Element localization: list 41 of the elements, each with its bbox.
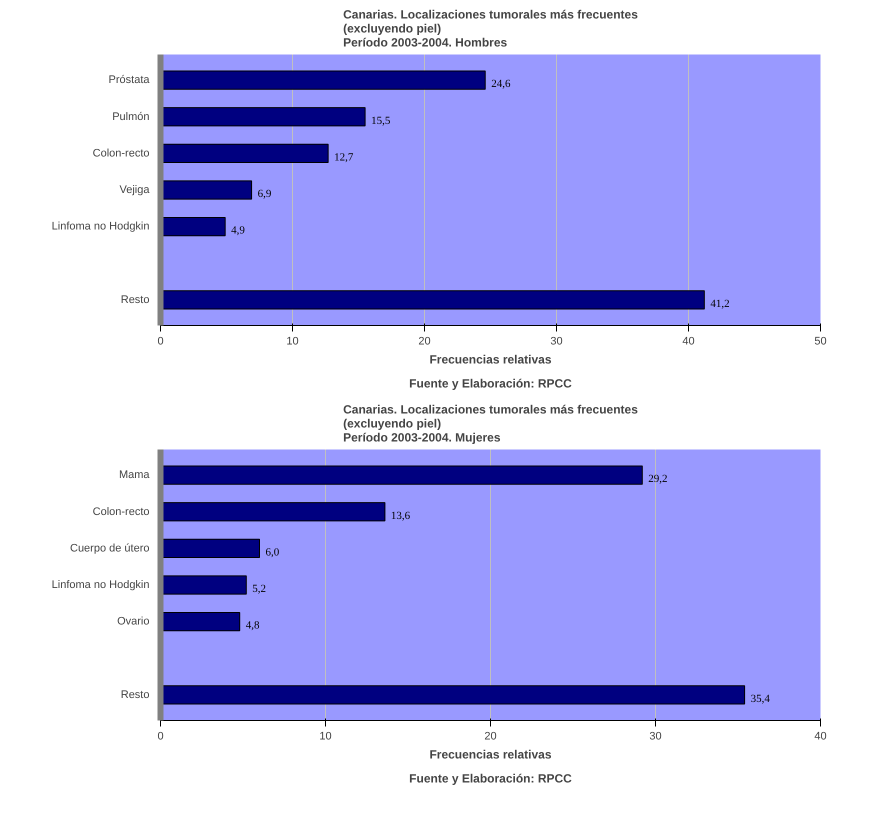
x-tick-label: 20 xyxy=(484,730,497,742)
y-tick-label: Ovario xyxy=(117,616,150,628)
x-tick-label: 10 xyxy=(286,336,299,348)
x-tick-label: 30 xyxy=(649,730,662,742)
y-tick-label: Vejiga xyxy=(120,184,150,196)
data-label: 29,2 xyxy=(648,473,668,486)
y-tick-label: Cuerpo de útero xyxy=(70,542,150,554)
data-label: 35,4 xyxy=(750,692,770,705)
y-tick-label: Próstata xyxy=(108,74,150,86)
x-axis-title: Frecuencias relativas xyxy=(429,748,552,762)
data-label: 13,6 xyxy=(390,510,411,522)
data-label: 4,9 xyxy=(231,224,246,237)
source-note: Fuente y Elaboración: RPCC xyxy=(409,772,572,786)
x-tick-label: 0 xyxy=(157,336,164,348)
data-label: 24,6 xyxy=(491,78,511,90)
chart-title: Canarias. Localizaciones tumorales más frecuentes (excluyendo piel) Período 2003-2004. Mujeres xyxy=(343,402,638,444)
data-label: 12,7 xyxy=(334,151,354,164)
data-label: 41,2 xyxy=(710,298,730,310)
y-tick-label: Resto xyxy=(120,688,150,701)
source-note: Fuente y Elaboración: RPCC xyxy=(409,376,572,390)
x-axis-title: Frecuencias relativas xyxy=(429,352,552,366)
data-label: 6,0 xyxy=(266,546,280,558)
y-tick-label: Colon-recto xyxy=(92,506,150,518)
y-tick-label: Pulmón xyxy=(112,110,150,123)
y-tick-label: Linfoma no Hodgkin xyxy=(52,579,150,591)
x-tick-label: 10 xyxy=(319,730,332,742)
chart-title: Canarias. Localizaciones tumorales más frecuentes (excluyendo piel) Período 2003-2004. Hombres xyxy=(343,8,638,50)
y-tick-label: Mama xyxy=(118,469,150,482)
x-tick-label: 50 xyxy=(814,336,827,348)
x-tick-label: 0 xyxy=(157,730,164,742)
x-tick-label: 30 xyxy=(550,336,563,348)
y-tick-label: Resto xyxy=(120,294,150,306)
data-label: 5,2 xyxy=(252,583,266,595)
x-tick-label: 40 xyxy=(682,336,695,348)
data-label: 4,8 xyxy=(246,620,260,632)
data-label: 6,9 xyxy=(258,188,272,200)
data-label: 15,5 xyxy=(371,114,391,127)
x-tick-label: 40 xyxy=(814,730,827,742)
y-tick-label: Linfoma no Hodgkin xyxy=(52,220,150,233)
y-tick-label: Colon-recto xyxy=(92,147,150,160)
x-tick-label: 20 xyxy=(418,336,431,348)
